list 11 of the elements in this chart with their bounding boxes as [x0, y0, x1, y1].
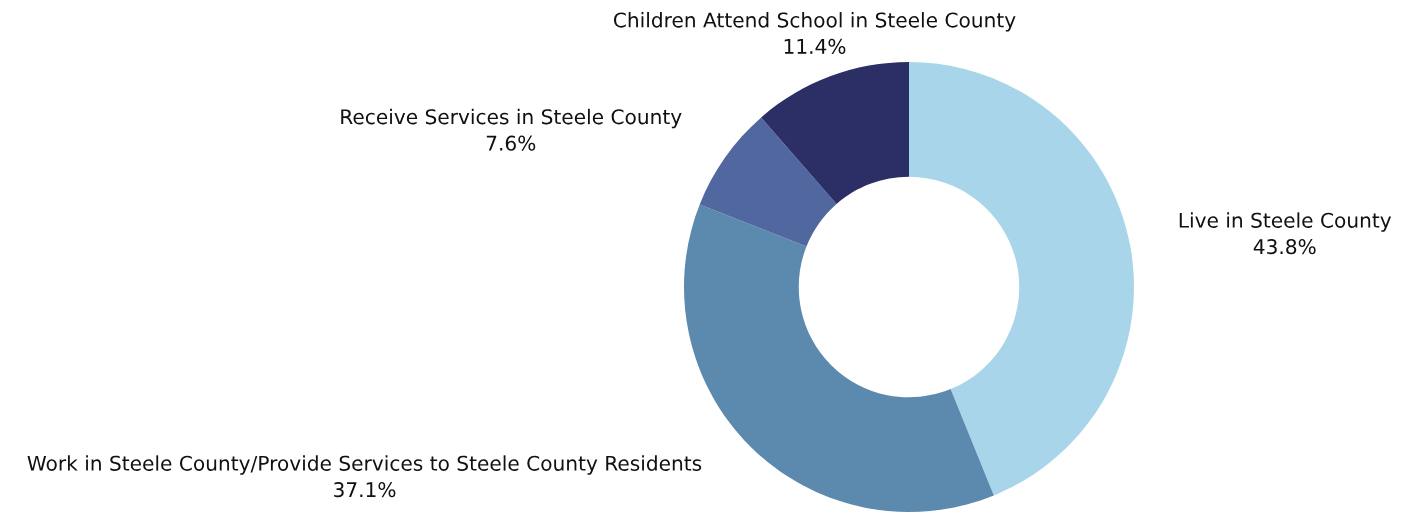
- donut-slice: [699, 117, 837, 247]
- slice-label: Live in Steele County: [1179, 212, 1392, 232]
- data-label: 11.4%: [784, 38, 846, 55]
- slice-label: Work in Steele County/Provide Services to Steele County Residents: [27, 455, 702, 475]
- data-label: 43.8%: [1253, 239, 1316, 255]
- slice-label: Children Attend School in Steele County: [613, 12, 1016, 32]
- data-label: 7.6%: [486, 135, 536, 151]
- donut-slice: [909, 62, 1134, 496]
- slice-label: Receive Services in Steele County: [341, 108, 682, 129]
- data-label: 37.1%: [334, 482, 396, 498]
- donut-slice: [761, 62, 909, 204]
